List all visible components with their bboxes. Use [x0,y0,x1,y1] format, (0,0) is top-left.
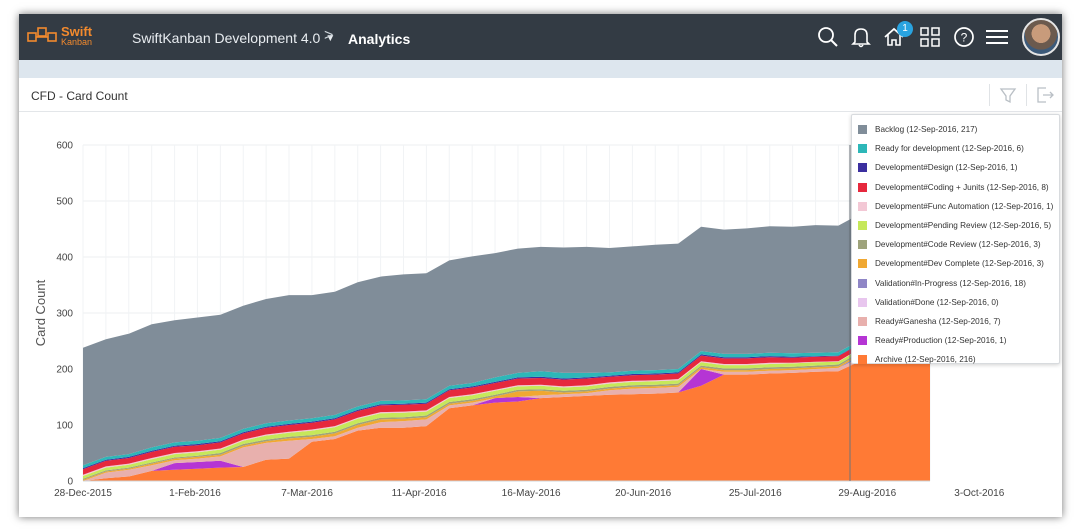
legend-item[interactable]: Ready#Ganesha (12-Sep-2016, 7) [852,312,1059,331]
legend-item[interactable]: Archive (12-Sep-2016, 216) [852,350,1059,369]
menu-icon[interactable] [983,24,1011,50]
x-tick-label: 20-Jun-2016 [615,488,672,499]
help-icon[interactable]: ? [951,24,977,50]
legend-item[interactable]: Development#Code Review (12-Sep-2016, 3) [852,235,1059,254]
top-navigation-bar: Swift Kanban SwiftKanban Development 4.0… [19,14,1062,60]
filter-icon[interactable] [996,83,1020,107]
user-avatar[interactable] [1022,18,1060,56]
legend-item[interactable]: Validation#Done (12-Sep-2016, 0) [852,293,1059,312]
swiftkanban-logo[interactable]: Swift Kanban [27,22,99,52]
legend-label: Ready for development (12-Sep-2016, 6) [875,144,1024,154]
series-area [83,208,930,466]
caret-down-icon: ▼ [325,32,336,44]
legend-swatch [858,144,867,154]
search-icon[interactable] [815,24,841,50]
logo-text-kanban: Kanban [61,37,93,47]
sub-header-strip [19,60,1062,78]
legend-label: Development#Pending Review (12-Sep-2016,… [875,221,1052,231]
legend-swatch [858,240,867,250]
y-tick-label: 100 [56,421,73,432]
legend-swatch [858,221,867,231]
legend-label: Validation#Done (12-Sep-2016, 0) [875,297,999,307]
notification-badge: 1 [897,21,913,37]
logo-text-swift: Swift [61,24,93,39]
legend-item[interactable]: Ready for development (12-Sep-2016, 6) [852,139,1059,158]
x-tick-label: 11-Apr-2016 [392,488,447,499]
legend-item[interactable]: Development#Dev Complete (12-Sep-2016, 3… [852,254,1059,273]
y-tick-label: 200 [56,365,73,376]
series-area [83,360,930,481]
legend-swatch [858,201,867,211]
legend-label: Archive (12-Sep-2016, 216) [875,355,976,365]
legend-label: Ready#Ganesha (12-Sep-2016, 7) [875,316,1001,326]
x-tick-label: 16-May-2016 [502,488,561,499]
y-tick-label: 300 [56,309,73,320]
legend-item[interactable]: Backlog (12-Sep-2016, 217) [852,120,1059,139]
x-tick-label: 1-Feb-2016 [169,488,221,499]
panel-title: CFD - Card Count [31,89,128,103]
cfd-chart: 0 100 200 300 400 500 600 28-Dec-2015 1-Feb-2016… [33,141,1005,500]
x-tick-label: 29-Aug-2016 [838,488,896,499]
app-window: Swift Kanban SwiftKanban Development 4.0… [19,14,1062,517]
legend-label: Development#Dev Complete (12-Sep-2016, 3… [875,259,1044,269]
y-tick-label: 500 [56,197,73,208]
legend-swatch [858,125,867,135]
legend-swatch [858,259,867,269]
svg-text:?: ? [961,31,968,45]
legend-item[interactable]: Ready#Production (12-Sep-2016, 1) [852,331,1059,350]
legend-swatch [858,316,867,326]
x-tick-label: 25-Jul-2016 [729,488,782,499]
series-area [83,355,930,481]
legend-label: Development#Design (12-Sep-2016, 1) [875,163,1018,173]
x-tick-label: 7-Mar-2016 [281,488,333,499]
legend-swatch [858,278,867,288]
legend-swatch [858,163,867,173]
breadcrumb-analytics[interactable]: Analytics [348,31,411,47]
legend-label: Development#Func Automation (12-Sep-2016… [875,201,1054,211]
legend-item[interactable]: Development#Func Automation (12-Sep-2016… [852,197,1059,216]
legend-item[interactable]: Development#Pending Review (12-Sep-2016,… [852,216,1059,235]
grid-icon[interactable] [917,24,943,50]
series-area [83,359,930,481]
export-icon[interactable] [1033,83,1057,107]
legend-item[interactable]: Development#Coding + Junits (12-Sep-2016… [852,178,1059,197]
legend-label: Development#Coding + Junits (12-Sep-2016… [875,182,1049,192]
project-selector[interactable]: SwiftKanban Development 4.0 ▼ [132,30,335,46]
legend-swatch [858,355,867,365]
y-tick-label: 600 [56,141,73,152]
project-name: SwiftKanban Development 4.0 [132,30,321,46]
breadcrumb-separator: > [324,27,334,44]
y-tick-label: 0 [67,477,73,488]
legend-swatch [858,297,867,307]
chart-legend: Backlog (12-Sep-2016, 217) Ready for deve… [851,114,1060,365]
legend-label: Validation#In-Progress (12-Sep-2016, 18) [875,278,1026,288]
y-axis-label: Card Count [33,279,48,346]
kanban-logo-icon [27,27,57,42]
legend-item[interactable]: Development#Design (12-Sep-2016, 1) [852,158,1059,177]
header-divider [989,84,990,106]
legend-label: Ready#Production (12-Sep-2016, 1) [875,336,1007,346]
y-tick-label: 400 [56,253,73,264]
header-divider [1026,84,1027,106]
legend-label: Backlog (12-Sep-2016, 217) [875,125,978,135]
legend-swatch [858,336,867,346]
legend-item[interactable]: Validation#In-Progress (12-Sep-2016, 18) [852,274,1059,293]
x-tick-label: 28-Dec-2015 [54,488,112,499]
bell-icon[interactable] [848,24,874,50]
panel-header: CFD - Card Count [19,78,1062,112]
legend-label: Development#Code Review (12-Sep-2016, 3) [875,240,1041,250]
x-tick-label: 3-Oct-2016 [954,488,1004,499]
legend-swatch [858,182,867,192]
